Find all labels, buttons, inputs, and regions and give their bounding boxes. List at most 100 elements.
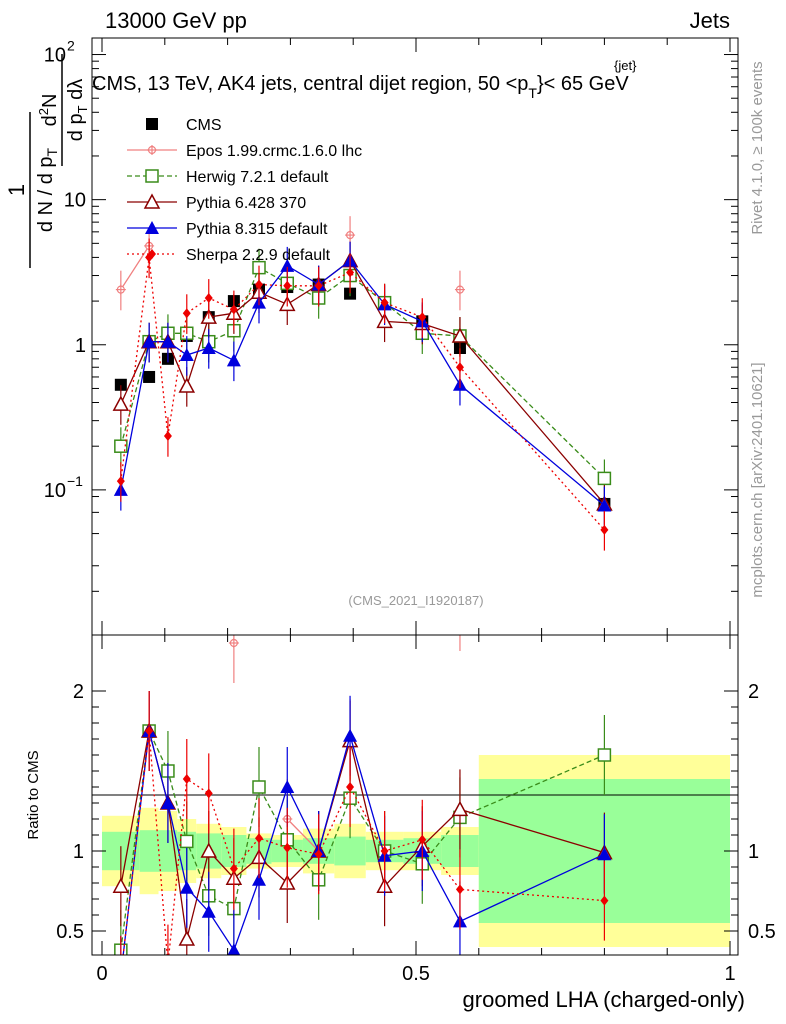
ratio-y-tick-label-right: 2 (748, 681, 759, 703)
x-axis-ticks: 0 0.5 1 (96, 38, 736, 985)
marker-sherpa (314, 280, 323, 291)
x-tick-label: 0 (96, 963, 107, 985)
ratio-marker-pythia8 (179, 880, 194, 894)
legend: CMS Epos 1.99.crmc.1.6.0 lhc Herwig 7.2.1 … (127, 117, 362, 264)
header-left: 13000 GeV pp (105, 8, 247, 33)
x-tick-label: 0.5 (402, 963, 430, 985)
marker-sherpa (346, 267, 355, 278)
marker-sherpa (380, 297, 389, 308)
ratio-marker-sherpa (346, 782, 355, 792)
marker-pythia8 (201, 341, 216, 355)
marker-pythia8 (597, 498, 612, 512)
x-axis-label: groomed LHA (charged-only) (463, 987, 745, 1012)
marker-pythia8 (142, 334, 157, 348)
svg-text:d pT dλ: d pT dλ (65, 79, 90, 141)
legend-marker-pythia6 (143, 193, 161, 209)
legend-entry-epos: Epos 1.99.crmc.1.6.0 lhc (127, 143, 362, 160)
ratio-y-tick-label: 0.5 (56, 921, 84, 943)
legend-entry-sherpa: Sherpa 2.2.9 default (127, 247, 331, 264)
legend-marker-epos (147, 145, 157, 155)
plot-title-superscript: {jet} (614, 58, 637, 73)
legend-label-herwig: Herwig 7.2.1 default (186, 169, 329, 186)
ratio-marker-herwig (597, 748, 612, 762)
main-y-tick-label: 10 (44, 45, 66, 67)
ratio-marker-pythia8 (597, 847, 612, 861)
uncertainty-bands (102, 755, 730, 947)
main-y-tick-exponent: 2 (67, 38, 75, 54)
series-epos (115, 216, 465, 311)
main-series-layer (112, 216, 613, 551)
legend-label-sherpa: Sherpa 2.2.9 default (186, 247, 331, 264)
main-y-tick-label: 1 (75, 335, 86, 357)
legend-label-cms: CMS (186, 117, 222, 134)
ratio-marker-sherpa (204, 788, 213, 799)
ratio-marker-sherpa (314, 849, 323, 860)
marker-pythia8 (179, 348, 194, 362)
ratio-marker-sherpa (182, 774, 191, 784)
marker-sherpa (116, 476, 125, 487)
marker-sherpa (163, 431, 172, 442)
marker-herwig (597, 471, 612, 486)
ratio-y-tick-label: 2 (73, 681, 84, 703)
marker-sherpa (455, 362, 464, 373)
ratio-marker-herwig (252, 780, 266, 794)
legend-entry-cms: CMS (146, 117, 222, 134)
marker-pythia6 (112, 395, 130, 411)
marker-sherpa (255, 279, 263, 290)
ratio-marker-sherpa (283, 842, 292, 853)
series-line-sherpa (120, 257, 605, 531)
marker-pythia6 (451, 327, 469, 343)
ratio-marker-sherpa (145, 726, 154, 736)
legend-entry-herwig: Herwig 7.2.1 default (127, 169, 329, 186)
header-right: Jets (690, 8, 730, 33)
ratio-marker-sherpa (455, 884, 464, 895)
legend-label-pythia6: Pythia 6.428 370 (186, 195, 306, 212)
ratio-marker-sherpa (600, 895, 609, 906)
ratio-marker-pythia8 (252, 872, 266, 886)
rivet-version-label: Rivet 4.1.0, ≥ 100k events (749, 61, 766, 234)
marker-sherpa (182, 308, 191, 319)
svg-text:d2N: d2N (36, 94, 61, 127)
ratio-y-tick-label-right: 1 (748, 841, 759, 863)
marker-cms (143, 370, 156, 383)
marker-sherpa (283, 280, 292, 291)
plot-title: CMS, 13 TeV, AK4 jets, central dijet reg… (92, 73, 629, 101)
legend-label-pythia8: Pythia 8.315 default (186, 221, 328, 238)
band-inner (139, 830, 159, 872)
legend-entry-pythia8: Pythia 8.315 default (127, 221, 328, 238)
ratio-y-ticks: 0.5 0.5 1 1 2 2 (56, 681, 776, 943)
ratio-marker-pythia8 (343, 728, 358, 742)
marker-epos (345, 230, 356, 241)
ratio-marker-pythia6 (451, 800, 469, 817)
ratio-marker-pythia8 (160, 796, 175, 809)
ratio-marker-pythia8 (227, 943, 241, 955)
legend-marker-herwig (145, 169, 159, 183)
ratio-marker-epos (228, 638, 239, 648)
legend-entry-pythia6: Pythia 6.428 370 (127, 193, 306, 212)
svg-text:d N / d pT: d N / d pT (35, 147, 60, 232)
analysis-id-watermark: (CMS_2021_I1920187) (348, 593, 483, 608)
legend-marker-cms (146, 118, 158, 130)
marker-herwig (114, 439, 128, 453)
main-y-tick-label: 10 (64, 190, 86, 212)
x-tick-label: 1 (724, 963, 735, 985)
ratio-y-tick-label-right: 0.5 (748, 921, 776, 943)
ratio-sherpa (120, 691, 609, 955)
ratio-marker-pythia8 (201, 904, 216, 918)
band-inner (334, 836, 366, 866)
mcplots-source-label: mcplots.cern.ch [arXiv:2401.10621] (749, 362, 766, 597)
ratio-marker-sherpa (380, 846, 389, 856)
ratio-marker-sherpa (229, 863, 238, 874)
main-y-axis-label: 1 d N / d pT d2N d pT dλ (4, 54, 90, 268)
ratio-marker-herwig (180, 834, 194, 849)
ratio-marker-sherpa (255, 833, 263, 844)
ratio-panel-border (91, 634, 739, 956)
marker-sherpa (229, 304, 238, 315)
ratio-line-sherpa (122, 730, 605, 955)
svg-text:1: 1 (4, 184, 29, 196)
marker-pythia8 (280, 258, 295, 272)
main-y-tick-label: 10 (44, 480, 66, 502)
main-y-tick-exponent: −1 (67, 473, 83, 489)
